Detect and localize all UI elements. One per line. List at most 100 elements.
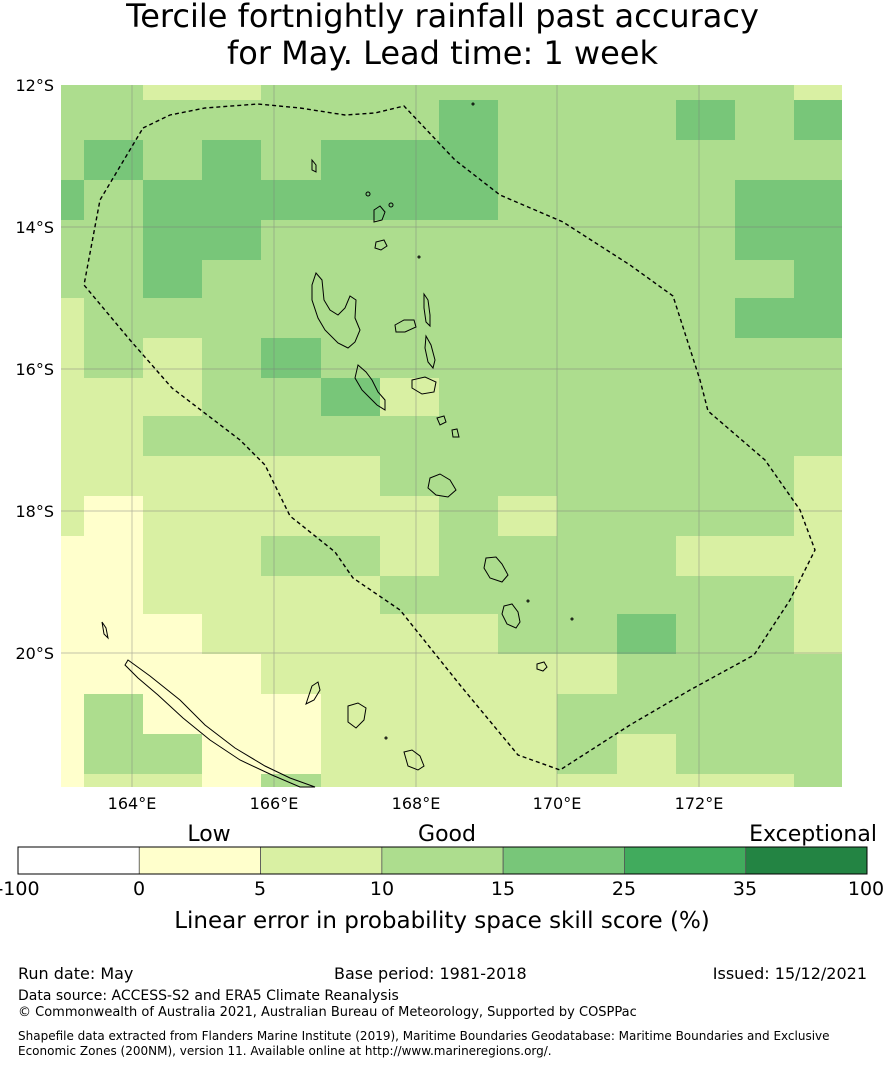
islet-dot: [570, 617, 574, 621]
epi-island: [436, 415, 447, 426]
maewo-island: [423, 292, 431, 328]
new-caledonia-main: [124, 659, 316, 788]
lat-label: 16°S: [15, 360, 54, 379]
lat-label: 14°S: [15, 218, 54, 237]
espiritu-santo-island: [311, 272, 361, 349]
base-period: Base period: 1981-2018: [334, 964, 527, 983]
grid-cell: [321, 140, 439, 180]
lon-label: 170°E: [533, 794, 582, 813]
map-title-line2: for May. Lead time: 1 week: [226, 34, 658, 72]
colorbar-swatch: [17, 846, 140, 875]
aneityum-island: [536, 661, 548, 672]
ambrym-island: [411, 376, 437, 395]
map-gridlines: [61, 85, 842, 787]
grid-cell: [498, 496, 557, 536]
grid-cell: [617, 734, 676, 774]
colorbar-tick: 35: [733, 878, 757, 900]
grid-cell: [794, 85, 842, 100]
grid-cell: [61, 614, 202, 654]
torres-islands: [311, 158, 317, 173]
grid-cell: [84, 694, 143, 774]
grid-cell: [84, 496, 143, 536]
colorbar-category-good: Good: [418, 822, 476, 847]
copyright: © Commonwealth of Australia 2021, Austra…: [18, 1005, 637, 1020]
grid-cell: [676, 734, 842, 774]
lon-label: 164°E: [108, 794, 157, 813]
grid-cell: [143, 378, 202, 418]
grid-cell: [61, 416, 143, 456]
colorbar-tick: 100: [848, 878, 884, 900]
efate-island: [427, 473, 457, 498]
grid-cell: [380, 536, 439, 576]
lon-label: 168°E: [392, 794, 441, 813]
eez-boundary: [83, 103, 816, 771]
erromango-island: [483, 556, 509, 583]
grid-cell: [439, 496, 498, 614]
ouvea-island: [347, 702, 367, 729]
islet-dot: [388, 202, 394, 208]
islet-dot: [471, 102, 475, 106]
grid-cell: [794, 456, 842, 536]
grid-cell: [261, 338, 321, 378]
islet-dot: [417, 255, 421, 259]
grid-cell: [735, 180, 842, 260]
grid-cell: [202, 140, 261, 180]
shapefile-credit-line1: Shapefile data extracted from Flanders M…: [18, 1029, 830, 1043]
islet-dot: [526, 599, 530, 603]
colorbar-swatch: [138, 846, 261, 875]
grid-cell: [143, 220, 261, 260]
colorbar-tick: -100: [0, 878, 40, 900]
grid-cell: [557, 694, 617, 774]
pentecost-island: [424, 334, 436, 370]
grid-cell: [261, 536, 380, 576]
colorbar-swatches: [17, 846, 868, 875]
grid-cell: [143, 694, 321, 734]
grid-cell: [794, 774, 842, 787]
latitude-labels: 12°S 14°S 16°S 18°S 20°S: [15, 76, 54, 663]
colorbar-tick: 25: [612, 878, 636, 900]
colorbar-swatch: [745, 846, 868, 875]
longitude-labels: 164°E 166°E 168°E 170°E 172°E: [108, 794, 724, 813]
skill-grid: [61, 85, 842, 787]
colorbar-outline: [17, 846, 868, 875]
grid-cell: [380, 576, 439, 614]
shapefile-credit-line2: Economic Zones (200NM), version 11. Avai…: [18, 1044, 552, 1058]
lon-label: 166°E: [250, 794, 299, 813]
belep-islands: [101, 621, 109, 640]
grid-cell: [676, 536, 842, 576]
grid-cell: [61, 694, 84, 787]
lat-label: 20°S: [15, 644, 54, 663]
colorbar-category-exceptional: Exceptional: [749, 822, 877, 847]
vanua-lava-island: [374, 239, 388, 251]
map-title-line1: Tercile fortnightly rainfall past accura…: [126, 0, 759, 35]
colorbar-tick: 0: [133, 878, 145, 900]
grid-cell: [617, 614, 676, 654]
colorbar-tick: 5: [254, 878, 266, 900]
grid-cell: [84, 140, 143, 180]
colorbar-swatch: [260, 846, 383, 875]
grid-cell: [143, 180, 498, 220]
banks-islands: [373, 205, 386, 223]
grid-cell: [557, 774, 794, 787]
grid-cell: [794, 576, 842, 654]
grid-cell: [380, 378, 439, 416]
grid-cell: [498, 614, 617, 654]
grid-cell: [61, 654, 261, 694]
colorbar-swatch: [502, 846, 625, 875]
grid-cell: [794, 260, 842, 298]
malekula-island: [354, 364, 386, 411]
grid-cell: [143, 416, 380, 456]
shepherd-islands: [451, 428, 460, 438]
colorbar-swatch: [624, 846, 747, 875]
colorbar-category-low: Low: [187, 822, 230, 847]
colorbar: Low Good Exceptional -100 0 5 10 15 25 3…: [0, 822, 884, 934]
grid-cell: [61, 298, 84, 378]
grid-cell: [61, 180, 84, 220]
ambae-island: [394, 319, 417, 333]
islet-dot: [365, 191, 371, 197]
grid-cell: [261, 774, 321, 787]
grid-cell: [735, 298, 842, 338]
run-date: Run date: May: [18, 964, 134, 983]
issued-date: Issued: 15/12/2021: [712, 964, 867, 983]
lat-label: 18°S: [15, 502, 54, 521]
